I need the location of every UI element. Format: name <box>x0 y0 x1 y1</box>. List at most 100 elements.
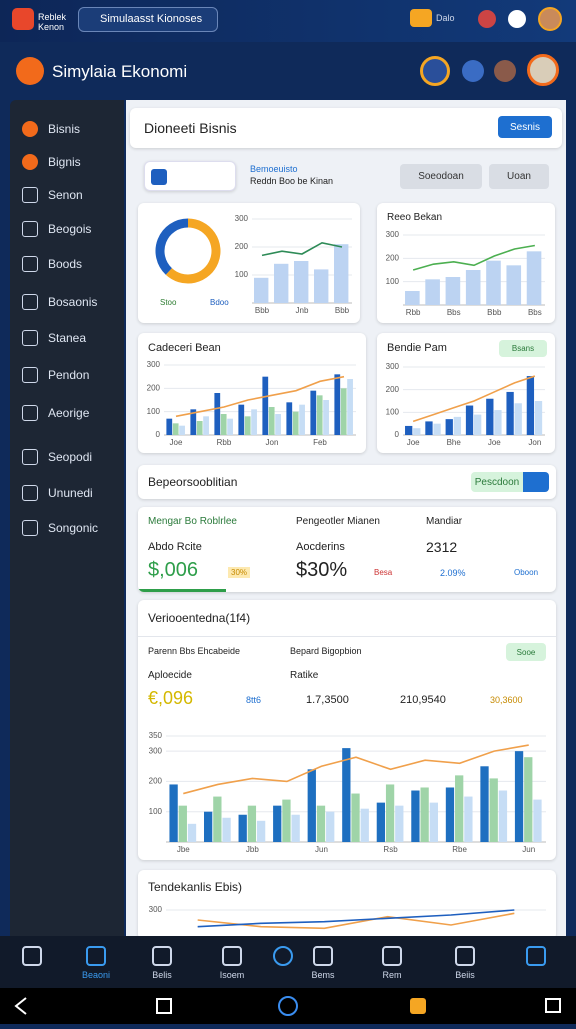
kpi-label: Mandiar <box>426 516 463 527</box>
menu-icon[interactable] <box>22 187 38 203</box>
menu-item[interactable]: Beogois <box>48 222 92 236</box>
x-tick-label: Bbb <box>255 306 270 315</box>
bar <box>323 400 329 435</box>
x-tick-label: Rbb <box>406 308 421 317</box>
x-tick-label: Bbb <box>335 306 350 315</box>
y-tick-label: 100 <box>149 807 163 816</box>
nav-label[interactable]: Beiis <box>455 970 475 980</box>
bar <box>294 261 309 303</box>
badge[interactable] <box>410 9 432 27</box>
app-icon[interactable] <box>12 8 34 30</box>
nav-icon[interactable] <box>273 946 293 966</box>
column-label: Parenn Bbs Ehcabeide <box>148 646 241 656</box>
chart: 300 <box>149 905 546 930</box>
menu-item[interactable]: Aeorige <box>48 406 90 420</box>
nav-label[interactable]: Isoem <box>219 970 245 980</box>
menu-item[interactable]: Ununedi <box>48 486 93 500</box>
stat-label: Aploecide <box>148 670 192 681</box>
chart-title: Bendie Pam <box>387 342 447 354</box>
menu-item[interactable]: Songonic <box>48 521 99 535</box>
menu-icon[interactable] <box>22 330 38 346</box>
nav-label[interactable]: Bems <box>311 970 335 980</box>
avatar[interactable] <box>494 60 516 82</box>
chart-card: Stoo Bdoo 100 200 300 Bbb Jnb Bbb <box>138 203 360 323</box>
bar <box>310 390 317 435</box>
button[interactable]: Bsans <box>499 340 547 357</box>
menu-item[interactable]: Boods <box>48 257 83 271</box>
menu-icon[interactable] <box>22 405 38 421</box>
menu-item[interactable]: Senon <box>48 188 83 202</box>
section-title: Bepeorsooblitian <box>148 475 238 489</box>
bar <box>385 784 395 842</box>
menu-item[interactable]: Bosaonis <box>48 295 98 309</box>
button[interactable]: Sesnis <box>498 116 552 138</box>
chart-title: Cadeceri Bean <box>148 342 221 354</box>
nav-label[interactable]: Beaoni <box>81 970 111 980</box>
bar <box>340 388 347 435</box>
variance-title: Veriooentedna(1f4) <box>148 611 251 625</box>
icon[interactable] <box>508 10 526 28</box>
x-tick-label: Jun <box>522 845 535 854</box>
menu-item[interactable]: Seopodi <box>48 450 93 464</box>
bar <box>489 778 498 842</box>
chart: 100 200 300 Bbb Jnb Bbb <box>235 214 352 315</box>
nav-icon[interactable] <box>86 946 106 966</box>
search-box[interactable] <box>78 7 218 32</box>
nav-icon[interactable] <box>22 946 42 966</box>
menu-icon[interactable] <box>22 367 38 383</box>
nav-icon[interactable] <box>222 946 242 966</box>
bar <box>445 419 453 435</box>
dropdown[interactable] <box>523 472 549 492</box>
menu-icon[interactable] <box>22 294 38 310</box>
bar <box>425 279 440 305</box>
nav-label[interactable]: Rem <box>382 970 402 980</box>
chart: 100 200 300 350 Jbe Jbb Jun Rsb Rbe Jun <box>149 731 546 854</box>
bar <box>480 766 489 842</box>
avatar[interactable] <box>538 7 562 31</box>
bar <box>498 790 508 842</box>
menu-icon[interactable] <box>22 221 38 237</box>
kpi-sub: Aocderins <box>296 541 345 553</box>
bar <box>247 805 257 842</box>
menu-item[interactable]: Pendon <box>48 368 90 382</box>
avatar[interactable] <box>420 56 450 86</box>
nav-icon[interactable] <box>526 946 546 966</box>
menu-icon[interactable] <box>22 154 38 170</box>
info-sub: Reddn Boo be Kinan <box>250 176 334 186</box>
nav-icon[interactable] <box>382 946 402 966</box>
trend-card: Tendekanlis Ebis) 300 <box>138 870 556 940</box>
avatar[interactable] <box>462 60 484 82</box>
menu-item[interactable]: Bignis <box>48 155 81 169</box>
legend-label: Bdoo <box>210 298 229 307</box>
menu-icon[interactable] <box>22 256 38 272</box>
kpi-label: Pengeotler Mianen <box>296 516 380 527</box>
menu-icon[interactable] <box>22 121 38 137</box>
avatar[interactable] <box>527 54 559 86</box>
bar <box>526 251 542 305</box>
menu-item[interactable]: Bisnis <box>48 122 81 136</box>
nav-label[interactable]: Belis <box>152 970 172 980</box>
section-header: Bepeorsooblitian Pescdoon <box>138 465 556 499</box>
button[interactable]: Sooe <box>506 643 546 661</box>
bar <box>203 416 209 435</box>
menu-icon[interactable] <box>22 485 38 501</box>
nav-icon[interactable] <box>313 946 333 966</box>
x-tick-label: Bbs <box>528 308 542 317</box>
button[interactable]: Pescdoon <box>471 472 523 492</box>
line <box>175 375 345 418</box>
overview-title: Dioneeti Bisnis <box>144 120 237 136</box>
nav-icon[interactable] <box>455 946 475 966</box>
bar <box>204 811 213 842</box>
icon[interactable] <box>478 10 496 28</box>
button[interactable]: Soeodoan <box>400 164 482 189</box>
button[interactable]: Uoan <box>489 164 549 189</box>
bar <box>486 398 494 435</box>
menu-item[interactable]: Stanea <box>48 331 87 345</box>
bar <box>425 421 433 435</box>
x-tick-label: Joe <box>488 438 501 447</box>
menu-icon[interactable] <box>22 520 38 536</box>
nav-icon[interactable] <box>152 946 172 966</box>
x-tick-label: Jbb <box>246 845 259 854</box>
menu-icon[interactable] <box>22 449 38 465</box>
